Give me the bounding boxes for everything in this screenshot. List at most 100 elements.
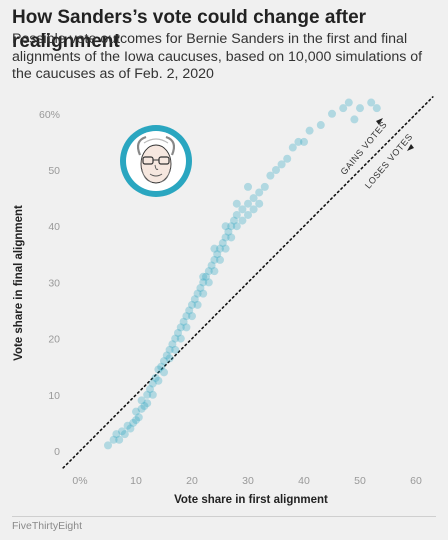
data-point: [216, 255, 224, 264]
x-tick-label: 50: [354, 475, 366, 487]
data-point: [272, 166, 280, 174]
data-point: [204, 278, 213, 287]
data-point: [168, 340, 177, 349]
data-point: [126, 424, 135, 433]
data-point: [132, 416, 140, 425]
data-point: [350, 115, 359, 124]
data-point: [188, 312, 196, 321]
data-point: [210, 244, 219, 253]
loses-arrow-icon: [407, 144, 414, 151]
data-point: [179, 317, 188, 326]
y-tick-label: 30: [48, 277, 60, 289]
data-point: [132, 407, 140, 416]
x-tick-label: 20: [186, 475, 198, 487]
data-point: [137, 404, 146, 413]
data-point: [123, 421, 132, 430]
data-point: [255, 199, 264, 208]
data-point: [244, 182, 252, 191]
data-points: [104, 98, 381, 450]
data-point: [294, 137, 303, 146]
data-point: [277, 160, 286, 169]
y-axis-ticks: 0 10 20 30 40 50 60%: [39, 109, 60, 458]
data-point: [160, 368, 168, 377]
data-point: [255, 188, 264, 197]
data-point: [129, 418, 138, 427]
data-point: [266, 171, 275, 180]
data-point: [143, 399, 152, 408]
footer-divider: [12, 516, 436, 517]
data-point: [372, 104, 381, 113]
data-point: [328, 109, 336, 118]
data-point: [238, 205, 247, 214]
data-point: [190, 295, 199, 304]
data-point: [367, 98, 376, 107]
data-point: [260, 182, 269, 191]
parity-reference-line: [62, 96, 434, 469]
data-point: [174, 328, 182, 337]
data-point: [193, 289, 202, 298]
data-point: [227, 222, 236, 231]
data-point: [230, 216, 238, 225]
data-point: [213, 250, 222, 259]
data-point: [182, 312, 191, 321]
data-point: [300, 137, 308, 146]
data-point: [137, 396, 146, 405]
y-tick-label: 10: [48, 390, 60, 402]
y-tick-label: 40: [48, 221, 60, 233]
data-point: [134, 413, 143, 422]
y-tick-label: 0: [54, 446, 60, 458]
data-point: [146, 385, 154, 394]
data-point: [218, 239, 227, 248]
data-point: [185, 306, 194, 315]
data-point: [210, 255, 219, 264]
data-point: [112, 430, 121, 439]
data-point: [204, 267, 213, 276]
data-point: [221, 222, 230, 231]
y-axis-title-group: Vote share in final alignment: [13, 205, 25, 361]
data-point: [104, 441, 112, 450]
x-tick-label: 60: [410, 475, 422, 487]
data-point: [344, 98, 353, 107]
data-point: [227, 233, 236, 242]
data-point: [151, 373, 160, 382]
data-point: [193, 300, 202, 309]
data-point: [171, 345, 180, 354]
data-point: [224, 227, 233, 236]
x-tick-label: 30: [242, 475, 254, 487]
data-point: [244, 199, 252, 208]
data-point: [199, 272, 208, 281]
data-point: [288, 143, 297, 152]
data-point: [238, 216, 247, 225]
data-point: [109, 435, 118, 444]
data-point: [182, 323, 191, 332]
data-point: [210, 267, 219, 276]
data-point: [232, 199, 241, 208]
data-point: [162, 351, 171, 360]
y-tick-label: 50: [48, 165, 60, 177]
data-point: [207, 261, 216, 270]
data-point: [283, 154, 292, 163]
data-point: [202, 272, 210, 281]
footer-source: FiveThirtyEight: [12, 520, 83, 532]
data-point: [171, 334, 180, 343]
data-point: [216, 244, 224, 253]
data-point: [165, 354, 174, 363]
data-point: [188, 300, 196, 309]
x-axis-title: Vote share in first alignment: [174, 494, 328, 506]
data-point: [249, 194, 258, 203]
x-tick-label: 0%: [72, 475, 87, 487]
y-tick-label: 60%: [39, 109, 60, 121]
data-point: [118, 427, 126, 436]
data-point: [196, 284, 205, 293]
data-point: [176, 334, 185, 343]
data-point: [244, 210, 252, 219]
data-point: [356, 104, 364, 113]
x-axis-ticks: 0% 10 20 30 40 50 60: [72, 475, 422, 487]
data-point: [154, 376, 163, 385]
y-axis-title: Vote share in final alignment: [13, 205, 25, 361]
data-point: [120, 430, 129, 439]
data-point: [154, 365, 163, 374]
data-point: [140, 402, 149, 411]
bernie-sanders-portrait-icon: [120, 125, 192, 197]
